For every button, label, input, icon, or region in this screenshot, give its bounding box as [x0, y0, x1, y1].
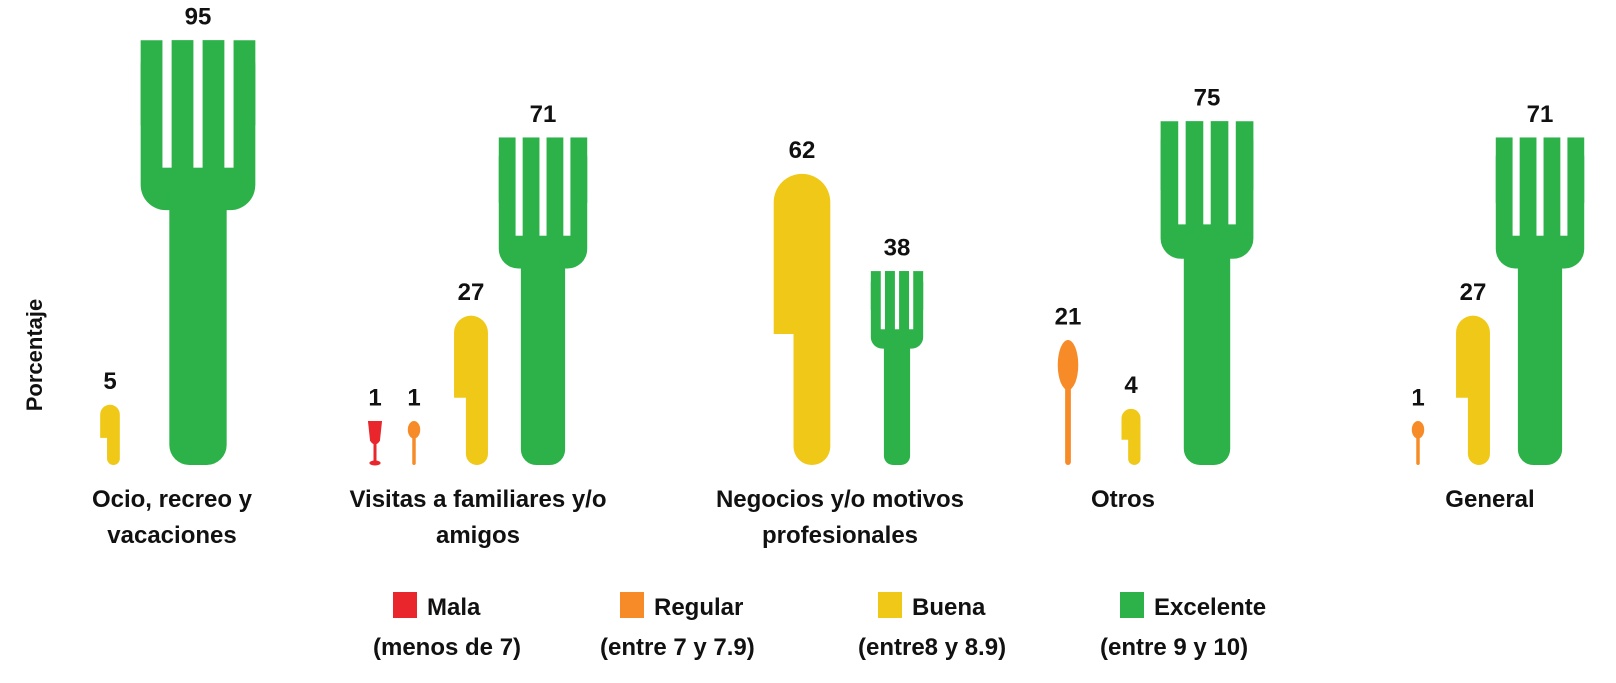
fork-slot	[895, 270, 899, 329]
knife-icon	[774, 174, 831, 465]
value-label: 1	[407, 384, 420, 411]
fork-icon	[141, 39, 256, 465]
value-label: 4	[1124, 372, 1138, 399]
legend-swatch	[1120, 592, 1144, 618]
category-label: Visitas a familiares y/o amigos	[343, 482, 613, 554]
fork-icon	[499, 136, 587, 465]
value-label: 71	[1527, 101, 1554, 128]
value-label: 71	[530, 101, 557, 128]
knife-icon	[100, 405, 120, 465]
fork-handle	[1518, 236, 1562, 465]
glass-icon	[368, 421, 382, 466]
value-label: 1	[1411, 384, 1424, 411]
value-label: 75	[1194, 85, 1221, 112]
value-label: 5	[103, 368, 116, 395]
fork-handle	[521, 236, 565, 465]
legend-range: (entre 7 y 7.9)	[600, 630, 800, 666]
value-label: 21	[1055, 303, 1082, 330]
knife-icon	[1122, 409, 1141, 465]
fork-icon	[871, 270, 923, 465]
value-label: 95	[185, 4, 212, 31]
knife-shape	[1456, 316, 1490, 465]
legend-name: Buena	[912, 590, 985, 626]
knife-shape	[1122, 409, 1141, 465]
fork-icon	[1496, 136, 1584, 465]
y-axis-label: Porcentaje	[22, 299, 47, 412]
legend-range: (entre 9 y 10)	[1100, 630, 1300, 666]
knife-icon	[1456, 316, 1490, 465]
spoon-handle	[412, 434, 415, 465]
category-label: Ocio, recreo y vacaciones	[57, 482, 287, 554]
legend-name: Mala	[427, 590, 480, 626]
category-label: General	[1390, 482, 1590, 518]
chart: Porcentaje 59511277162382147512771 Ocio,…	[0, 0, 1616, 683]
value-label: 27	[458, 279, 485, 306]
value-label: 1	[368, 384, 381, 411]
fork-slot	[1203, 120, 1210, 224]
fork-handle	[1184, 224, 1230, 465]
fork-icon	[1161, 120, 1254, 465]
glass-stem	[374, 443, 377, 463]
fork-slot	[516, 136, 523, 235]
spoon-icon	[408, 421, 420, 465]
category-label: Negocios y/o motivos profesionales	[690, 482, 990, 554]
fork-slot	[1513, 136, 1520, 235]
chart-canvas: Porcentaje 59511277162382147512771	[0, 0, 1616, 683]
spoon-icon	[1412, 421, 1424, 465]
legend-range: (menos de 7)	[373, 630, 573, 666]
glass-base	[369, 461, 380, 466]
fork-slot	[162, 39, 171, 167]
fork-slot	[563, 136, 570, 235]
fork-slot	[539, 136, 546, 235]
value-label: 62	[789, 137, 816, 164]
fork-slot	[1560, 136, 1567, 235]
fork-handle	[884, 329, 910, 465]
legend-range: (entre8 y 8.9)	[858, 630, 1058, 666]
fork-slot	[881, 270, 885, 329]
knife-shape	[454, 316, 488, 465]
fork-slot	[909, 270, 913, 329]
legend-swatch	[878, 592, 902, 618]
legend-name: Excelente	[1154, 590, 1266, 626]
fork-slot	[1536, 136, 1543, 235]
legend-swatch	[393, 592, 417, 618]
fork-slot	[193, 39, 202, 167]
value-label: 27	[1460, 279, 1487, 306]
fork-slot	[224, 39, 233, 167]
spoon-icon	[1058, 340, 1079, 465]
fork-handle	[169, 168, 226, 465]
glass-cup	[368, 421, 382, 445]
knife-shape	[100, 405, 120, 465]
fork-slot	[1228, 120, 1235, 224]
spoon-handle	[1416, 434, 1419, 465]
legend-name: Regular	[654, 590, 743, 626]
spoon-handle	[1065, 377, 1071, 465]
knife-icon	[454, 316, 488, 465]
knife-shape	[774, 174, 831, 465]
category-label: Otros	[1023, 482, 1223, 518]
legend-swatch	[620, 592, 644, 618]
fork-slot	[1178, 120, 1185, 224]
value-label: 38	[884, 234, 911, 261]
